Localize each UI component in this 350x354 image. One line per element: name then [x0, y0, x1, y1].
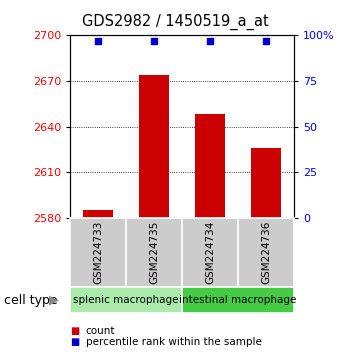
Bar [139, 75, 169, 218]
Bar [195, 114, 225, 218]
Text: splenic macrophage: splenic macrophage [73, 295, 179, 305]
Text: GSM224735: GSM224735 [149, 221, 159, 284]
Text: ▶: ▶ [49, 294, 59, 307]
Bar [83, 210, 113, 218]
Text: GSM224733: GSM224733 [93, 221, 103, 284]
Text: GDS2982 / 1450519_a_at: GDS2982 / 1450519_a_at [82, 14, 268, 30]
Text: ■: ■ [70, 326, 79, 336]
Text: GSM224734: GSM224734 [205, 221, 215, 284]
Text: count: count [86, 326, 115, 336]
Text: ■: ■ [70, 337, 79, 347]
Text: GSM224736: GSM224736 [261, 221, 271, 284]
Text: percentile rank within the sample: percentile rank within the sample [86, 337, 262, 347]
Bar [251, 148, 281, 218]
Text: cell type: cell type [4, 294, 57, 307]
Text: intestinal macrophage: intestinal macrophage [179, 295, 297, 305]
